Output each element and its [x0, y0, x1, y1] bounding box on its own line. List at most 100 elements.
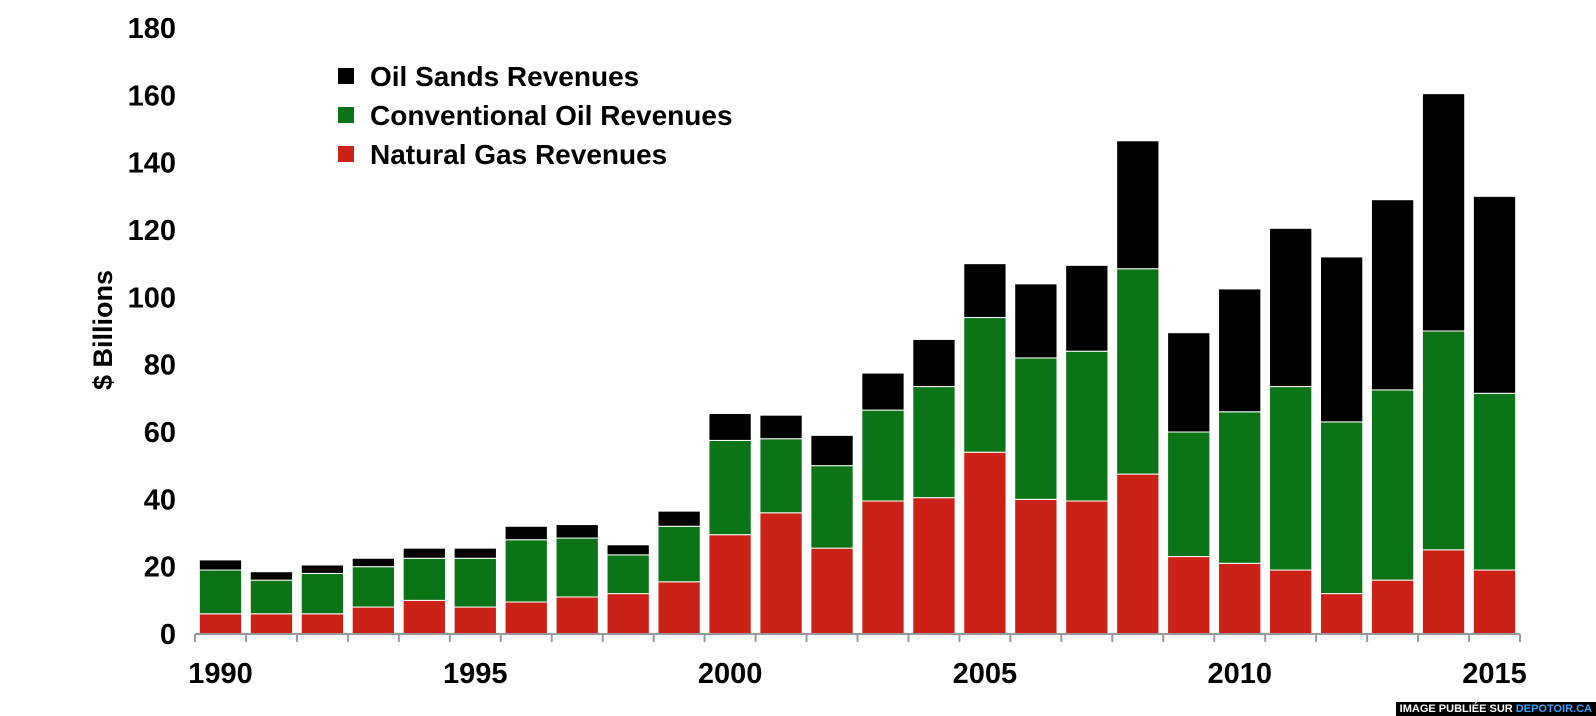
bar-segment-1998-1 — [606, 554, 650, 595]
bar-segment-2003-0 — [861, 500, 905, 635]
bar-segment-2007-1 — [1065, 350, 1109, 502]
bar-segment-2015-2 — [1472, 195, 1517, 394]
bar-segment-1992-1 — [300, 572, 345, 615]
legend-label: Conventional Oil Revenues — [370, 100, 733, 131]
bar-segment-1995-1 — [453, 557, 497, 608]
bar-segment-2008-1 — [1116, 268, 1160, 475]
bar-segment-2008-2 — [1116, 140, 1160, 270]
bar-segment-1997-1 — [555, 537, 599, 598]
bar-segment-2014-1 — [1421, 330, 1466, 551]
bar-segment-2009-1 — [1167, 431, 1211, 558]
bar-segment-2013-2 — [1370, 199, 1415, 391]
bar-segment-1991-1 — [249, 579, 294, 615]
bar-segment-2011-2 — [1269, 227, 1313, 388]
bar-segment-1990-2 — [198, 559, 243, 571]
x-tick-label: 1995 — [443, 658, 508, 690]
bar-segment-1997-0 — [555, 596, 599, 635]
bar-segment-2010-0 — [1218, 562, 1262, 635]
bar-segment-2013-1 — [1370, 389, 1415, 581]
bar-segment-1994-0 — [402, 599, 446, 635]
watermark-site: DEPOTOIR.CA — [1515, 703, 1592, 715]
bar-segment-1998-0 — [606, 593, 650, 635]
bar-segment-2005-0 — [963, 451, 1007, 635]
bar-segment-2006-0 — [1014, 498, 1058, 635]
y-tick-label: 80 — [144, 350, 176, 382]
bar-segment-2008-0 — [1116, 473, 1160, 635]
bar-segment-1993-2 — [351, 557, 396, 568]
watermark-prefix: IMAGE PUBLIÉE SUR — [1399, 703, 1516, 715]
bar-segment-1997-2 — [555, 524, 599, 539]
bar-segment-2002-1 — [810, 465, 854, 549]
bar-segment-1995-0 — [453, 606, 497, 635]
bar-segment-2002-0 — [810, 547, 854, 635]
bar-segment-1994-1 — [402, 557, 446, 601]
bar-segment-2006-2 — [1014, 283, 1058, 359]
bar-segment-1990-1 — [198, 569, 243, 615]
bar-segment-2014-2 — [1421, 93, 1466, 332]
bar-segment-2015-1 — [1472, 392, 1517, 571]
x-axis: 1990 1995 2000 2005 2010 2015 — [188, 633, 1527, 690]
bar-segment-2001-1 — [759, 438, 803, 514]
y-tick-label: 120 — [128, 215, 176, 247]
y-axis: 0 20 40 60 80 100 120 140 160 180 — [128, 13, 176, 651]
bar-segment-2001-2 — [759, 414, 803, 440]
bars — [198, 93, 1517, 635]
bar-segment-2009-2 — [1167, 332, 1211, 433]
bar-segment-2003-2 — [861, 372, 905, 411]
x-tick-label: 2015 — [1462, 658, 1527, 690]
bar-segment-2015-0 — [1472, 569, 1517, 635]
bar-segment-1990-0 — [198, 613, 243, 635]
bar-segment-1998-2 — [606, 544, 650, 556]
bar-segment-2009-0 — [1167, 556, 1211, 635]
bar-segment-2000-2 — [708, 412, 752, 441]
bar-segment-2013-0 — [1370, 579, 1415, 635]
bar-segment-1996-1 — [504, 539, 548, 603]
bar-segment-2003-1 — [861, 409, 905, 502]
legend-swatch — [338, 146, 354, 162]
y-tick-label: 100 — [128, 282, 176, 314]
y-tick-label: 160 — [128, 80, 176, 112]
bar-segment-2005-1 — [963, 317, 1007, 453]
bar-segment-1995-2 — [453, 547, 497, 559]
legend: Oil Sands Revenues Conventional Oil Reven… — [338, 61, 733, 170]
bar-segment-1999-0 — [657, 581, 701, 635]
bar-segment-1996-2 — [504, 525, 548, 541]
bar-segment-2004-0 — [912, 497, 956, 635]
bar-segment-2006-1 — [1014, 357, 1058, 500]
bar-segment-2012-2 — [1319, 256, 1364, 423]
bar-segment-2012-1 — [1319, 421, 1364, 595]
x-tick-label: 2000 — [698, 658, 763, 690]
bar-segment-2000-1 — [708, 439, 752, 536]
bar-segment-2002-2 — [810, 434, 854, 467]
bar-segment-1992-0 — [300, 613, 345, 635]
bar-segment-1999-1 — [657, 525, 701, 583]
y-tick-label: 180 — [128, 13, 176, 45]
x-tick-label: 1990 — [188, 658, 253, 690]
bar-segment-1991-0 — [249, 613, 294, 635]
bar-segment-2000-0 — [708, 534, 752, 635]
y-tick-label: 0 — [160, 619, 176, 651]
x-tick-label: 2010 — [1207, 658, 1272, 690]
legend-swatch — [338, 68, 354, 84]
bar-segment-1993-0 — [351, 606, 396, 635]
legend-label: Natural Gas Revenues — [370, 139, 667, 170]
y-tick-label: 20 — [144, 552, 176, 584]
bar-segment-2007-2 — [1065, 264, 1109, 352]
bar-segment-2007-0 — [1065, 500, 1109, 635]
bar-segment-2001-0 — [759, 512, 803, 635]
bar-segment-2010-2 — [1218, 288, 1262, 413]
bar-segment-2005-2 — [963, 263, 1007, 319]
watermark: IMAGE PUBLIÉE SUR DEPOTOIR.CA — [1395, 702, 1596, 716]
legend-swatch — [338, 107, 354, 123]
bar-segment-2011-0 — [1269, 569, 1313, 635]
legend-label: Oil Sands Revenues — [370, 61, 639, 92]
bar-segment-2010-1 — [1218, 411, 1262, 564]
bar-segment-2012-0 — [1319, 593, 1364, 635]
bar-segment-1991-2 — [249, 571, 294, 581]
bar-segment-1992-2 — [300, 564, 345, 574]
y-tick-label: 140 — [128, 148, 176, 180]
bar-segment-1996-0 — [504, 601, 548, 635]
x-tick-label: 2005 — [953, 658, 1018, 690]
bar-segment-2004-2 — [912, 338, 956, 388]
